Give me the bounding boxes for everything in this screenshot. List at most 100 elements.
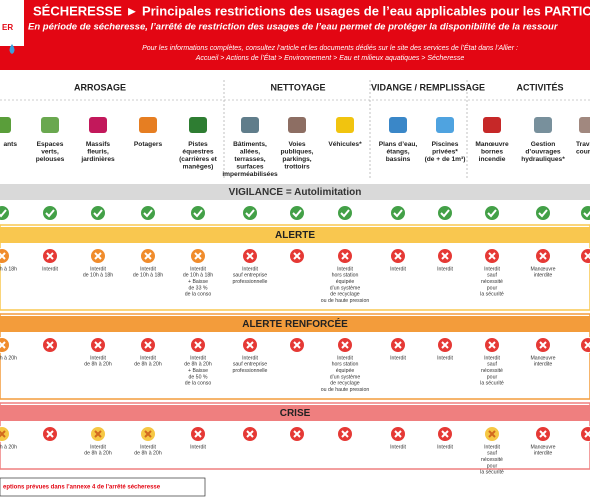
cell-note: de 50 %	[188, 374, 207, 380]
column-icon	[436, 117, 454, 133]
check-mark	[393, 209, 403, 218]
cell-note: Interdit	[484, 444, 500, 450]
cell-note: de recyclage	[330, 292, 360, 298]
group-title: ACTIVITÉS	[516, 82, 563, 92]
cell-note: Interdit	[190, 355, 206, 361]
column-label: imperméabilisées	[222, 171, 278, 178]
column-label: hydrauliques*	[521, 156, 565, 163]
cell-note: pour	[487, 285, 498, 291]
cell-note: hors station	[332, 362, 359, 368]
cell-note: Interdit	[242, 266, 258, 272]
column-label: Trava	[576, 141, 590, 148]
column-label: Gestion	[531, 141, 556, 148]
cross-mark	[94, 430, 102, 438]
footer: eptions prévues dans l’annexe 4 de l’arr…	[3, 485, 161, 491]
logo-box	[0, 0, 24, 46]
cell-note: Interdit	[390, 355, 406, 361]
cross-mark	[441, 252, 449, 260]
column-icon	[189, 117, 207, 133]
cross-mark	[441, 341, 449, 349]
column-label: verts,	[41, 148, 59, 155]
cell-note: la sécurité	[480, 381, 504, 387]
logo: ER	[2, 23, 13, 32]
status-icon	[289, 205, 305, 221]
level-bar	[0, 316, 590, 332]
level-bar	[0, 184, 590, 200]
cross-mark	[94, 341, 102, 349]
cross-mark	[293, 430, 301, 438]
level-title: ALERTE	[275, 230, 315, 241]
status-icon	[0, 248, 10, 264]
cell-note: Manœuvre	[530, 266, 555, 272]
cross-mark	[194, 252, 202, 260]
status-icon	[580, 337, 590, 353]
cell-note: Manœuvre	[530, 444, 555, 450]
cross-mark	[293, 341, 301, 349]
cell-note: ou de haute pression	[321, 298, 370, 304]
cross-mark	[144, 341, 152, 349]
column-label: terrasses,	[234, 156, 265, 163]
cell-note: h à 18h	[0, 266, 17, 272]
column-icon	[89, 117, 107, 133]
status-icon	[90, 205, 106, 221]
cell-note: de recyclage	[330, 381, 360, 387]
status-icon	[580, 248, 590, 264]
cell-note: professionnelle	[233, 279, 268, 285]
column-label: manèges)	[183, 163, 214, 170]
cross-mark	[144, 430, 152, 438]
cell-note: équipée	[336, 279, 355, 285]
cell-note: de 10h à 18h	[183, 273, 213, 279]
column-label: allées,	[240, 148, 260, 155]
cell-note: + Baisse	[188, 279, 208, 285]
column-label: Pistes	[188, 141, 208, 148]
cross-mark	[0, 430, 6, 438]
cell-note: de 8h à 20h	[134, 362, 162, 368]
cross-mark	[194, 430, 202, 438]
cell-note: d’un système	[330, 285, 361, 291]
cell-note: sauf	[487, 362, 497, 368]
cell-note: + Baisse	[188, 368, 208, 374]
column-icon	[483, 117, 501, 133]
column-label: fleuris,	[87, 148, 109, 155]
cross-mark	[488, 430, 496, 438]
cell-note: hors station	[332, 273, 359, 279]
cross-mark	[539, 430, 547, 438]
status-icon	[140, 205, 156, 221]
cell-note: la sécurité	[480, 292, 504, 298]
info: Pour les informations complètes, consult…	[142, 43, 518, 52]
cell-note: de la conso	[185, 381, 212, 387]
check-mark	[292, 209, 302, 218]
status-icon	[190, 205, 206, 221]
cross-mark	[144, 252, 152, 260]
cross-mark	[584, 252, 590, 260]
cross-mark	[441, 430, 449, 438]
cell-note: équipée	[336, 368, 355, 374]
column-label: trottoirs	[284, 163, 310, 170]
column-label: (carrières et	[179, 156, 218, 163]
column-label: Bâtiments,	[233, 141, 267, 148]
check-mark	[143, 209, 153, 218]
cross-mark	[394, 252, 402, 260]
column-label: Véhicules*	[328, 141, 362, 148]
cell-note: sauf	[487, 273, 497, 279]
cell-note: ou de haute pression	[321, 387, 370, 393]
cell-note: Interdit	[337, 266, 353, 272]
column-icon	[0, 117, 11, 133]
subtitle: En période de sécheresse, l’arrêté de re…	[28, 22, 559, 33]
column-label: parkings,	[282, 156, 311, 163]
status-icon	[437, 205, 453, 221]
column-label: bassins	[386, 156, 411, 163]
cross-mark	[341, 430, 349, 438]
level-bar	[0, 405, 590, 421]
column-label: Espaces	[37, 141, 64, 148]
level-title: VIGILANCE = Autolimitation	[229, 187, 362, 198]
column-icon	[241, 117, 259, 133]
cell-note: nécessité	[481, 457, 503, 463]
status-icon	[242, 205, 258, 221]
check-mark	[340, 209, 350, 218]
check-mark	[93, 209, 103, 218]
check-mark	[0, 209, 7, 218]
cell-note: professionnelle	[233, 368, 268, 374]
column-icon	[389, 117, 407, 133]
